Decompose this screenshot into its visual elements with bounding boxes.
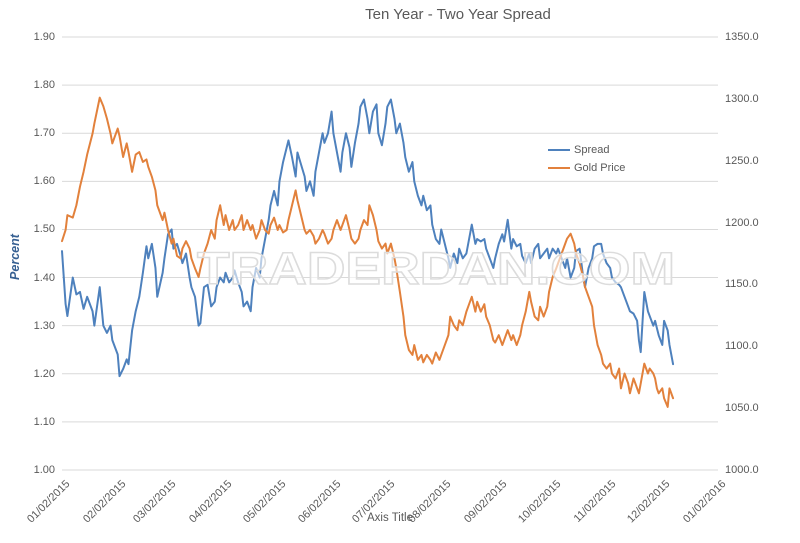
x-axis-title: Axis Title xyxy=(366,512,413,524)
y-left-tick-label: 1.40 xyxy=(33,271,55,284)
legend: Spread Gold Price xyxy=(548,141,625,177)
gold-price-line xyxy=(61,96,675,408)
y-left-tick-label: 1.90 xyxy=(33,31,55,43)
y-right-tick-label: 1150.0 xyxy=(725,278,758,291)
y-left-tick-label: 1.60 xyxy=(33,175,55,188)
legend-label-spread: Spread xyxy=(574,144,610,156)
spread-line-swatch xyxy=(548,149,570,151)
gridlines xyxy=(62,36,718,471)
legend-item-spread: Spread xyxy=(548,141,625,159)
y-left-tick-label: 1.20 xyxy=(33,367,55,380)
y-right-tick-label: 1050.0 xyxy=(725,402,759,415)
watermark-text: TRADERDAN.COM xyxy=(197,243,675,294)
y-right-tick-label: 1350.0 xyxy=(725,31,759,43)
legend-label-gold-price: Gold Price xyxy=(574,162,626,174)
y-left-tick-label: 1.30 xyxy=(33,319,55,332)
y-left-tick-label: 1.50 xyxy=(33,223,55,236)
y-right-tick-label: 1250.0 xyxy=(725,154,759,167)
y-left-tick-label: 1.10 xyxy=(33,415,55,428)
chart-title: Ten Year - Two Year Spread xyxy=(365,6,551,23)
y-left-tick-label: 1.00 xyxy=(33,464,55,476)
y-right-tick-label: 1100.0 xyxy=(725,340,758,353)
gold-price-line-swatch xyxy=(548,167,570,169)
y-left-tick-label: 1.70 xyxy=(33,127,55,140)
y-right-tick-label: 1200.0 xyxy=(725,216,759,229)
y-right-tick-label: 1300.0 xyxy=(725,92,759,105)
series-lines xyxy=(61,96,675,408)
legend-item-gold-price: Gold Price xyxy=(548,159,625,177)
y-left-tick-label: 1.80 xyxy=(33,79,55,92)
y-right-tick-label: 1000.0 xyxy=(725,464,759,476)
y-axis-title-percent: Percent xyxy=(8,234,22,280)
